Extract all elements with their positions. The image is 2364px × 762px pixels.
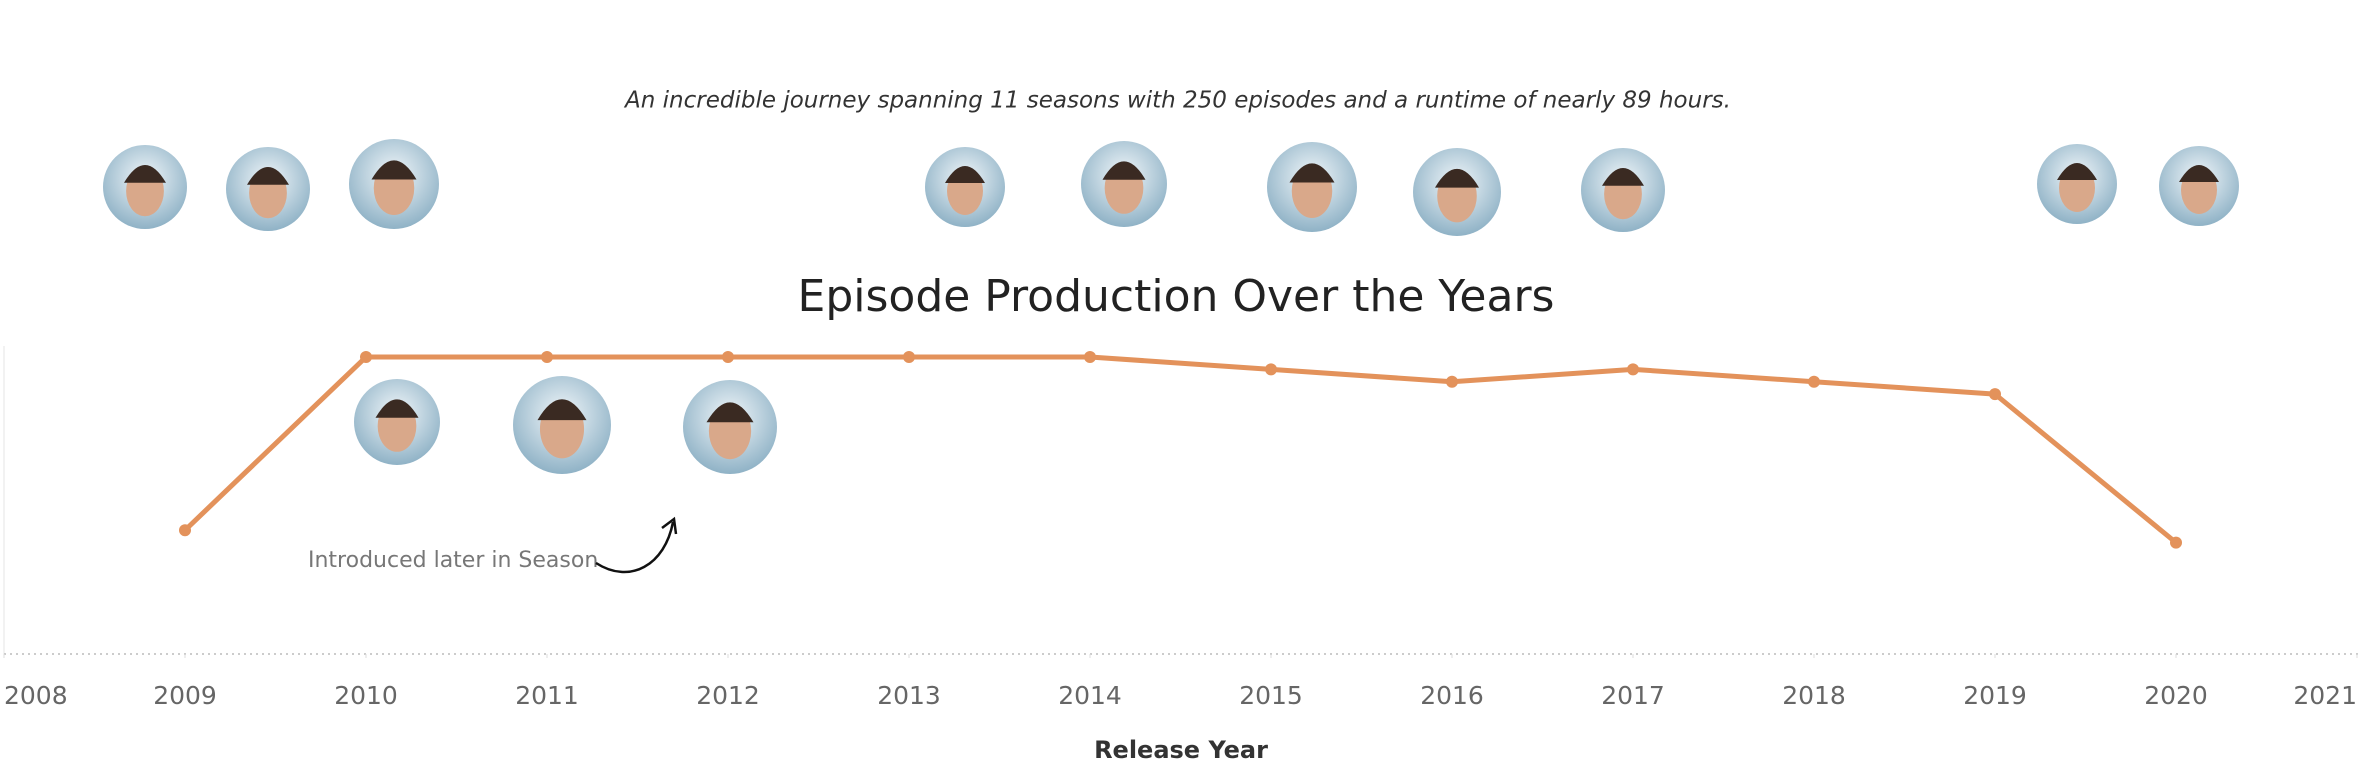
x-tick-label: 2018: [1782, 681, 1846, 710]
portraits: [103, 139, 2239, 474]
x-tick-label: 2017: [1601, 681, 1665, 710]
x-tick-label: 2019: [1963, 681, 2027, 710]
portrait-hair: [124, 164, 166, 183]
annotation-arrow: [595, 521, 675, 574]
series-line: [183, 354, 2178, 545]
point: [1989, 388, 2001, 401]
point: [2170, 536, 2182, 549]
x-tick-label: 2021: [2293, 681, 2357, 710]
point: [722, 351, 734, 363]
x-tick-label: 2008: [4, 681, 68, 710]
point: [1446, 375, 1458, 388]
chart-subtitle: An incredible journey spanning 11 season…: [623, 88, 1731, 114]
point: [360, 351, 372, 363]
x-tick-label: 2020: [2144, 681, 2208, 710]
portrait-hair: [371, 160, 417, 180]
point: [903, 351, 915, 363]
point: [1627, 363, 1639, 376]
portrait-hair: [1102, 161, 1146, 180]
portrait-hair: [2057, 163, 2097, 180]
x-axis-label: Release Year: [1094, 736, 1268, 762]
x-tick-label: 2012: [696, 681, 760, 710]
x-tick-label: 2010: [334, 681, 398, 710]
point: [541, 351, 553, 363]
point: [1808, 375, 1820, 388]
portrait-hair: [247, 166, 289, 185]
annotation: Introduced later in Season: [308, 548, 598, 573]
portrait-hair: [706, 402, 754, 423]
portrait-hair: [537, 399, 587, 421]
x-tick-label: 2011: [515, 681, 579, 710]
portrait-hair: [1602, 167, 1644, 186]
point: [179, 524, 191, 537]
x-tick-label: 2016: [1420, 681, 1484, 710]
portrait-hair: [1289, 163, 1335, 183]
chart-title: Episode Production Over the Years: [798, 271, 1555, 322]
x-tick-label: 2014: [1058, 681, 1122, 710]
portrait-hair: [375, 399, 419, 418]
portrait-hair: [1435, 168, 1479, 188]
x-tick-label: 2013: [877, 681, 941, 710]
point: [1265, 363, 1277, 376]
x-tick-label: 2009: [153, 681, 217, 710]
point: [1084, 351, 1096, 363]
annotation-arrowhead: [661, 516, 678, 535]
portrait-hair: [2179, 165, 2219, 182]
x-tick-label: 2015: [1239, 681, 1303, 710]
portrait-hair: [945, 166, 985, 183]
